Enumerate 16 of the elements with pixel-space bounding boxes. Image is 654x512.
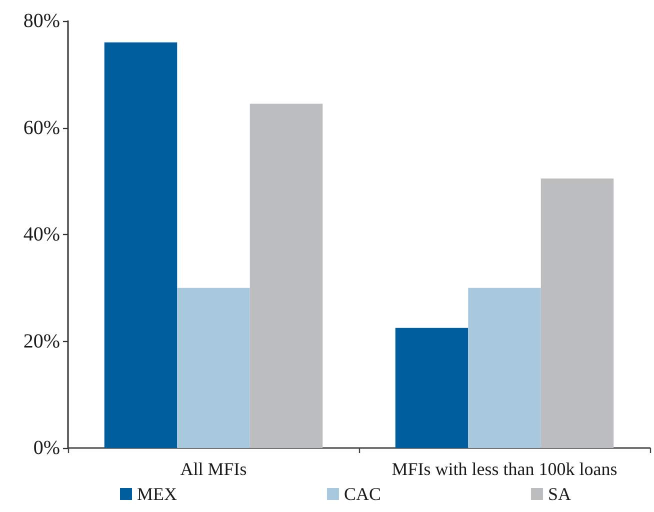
y-tick-label: 80% xyxy=(23,10,60,32)
bar xyxy=(177,288,250,448)
bar xyxy=(468,288,541,448)
y-tick-label: 60% xyxy=(23,116,60,139)
legend-label: SA xyxy=(548,484,572,504)
bar xyxy=(395,328,468,448)
y-tick-label: 0% xyxy=(33,437,60,459)
y-tick-label: 20% xyxy=(23,330,60,352)
bar xyxy=(104,42,178,448)
x-tick-label: MFIs with less than 100k loans xyxy=(392,459,618,479)
bar xyxy=(540,178,614,448)
legend-label: CAC xyxy=(344,484,382,504)
y-tick-label: 40% xyxy=(23,224,60,246)
x-tick-label: All MFIs xyxy=(180,459,247,479)
bar xyxy=(250,104,323,448)
legend-label: MEX xyxy=(137,484,177,504)
